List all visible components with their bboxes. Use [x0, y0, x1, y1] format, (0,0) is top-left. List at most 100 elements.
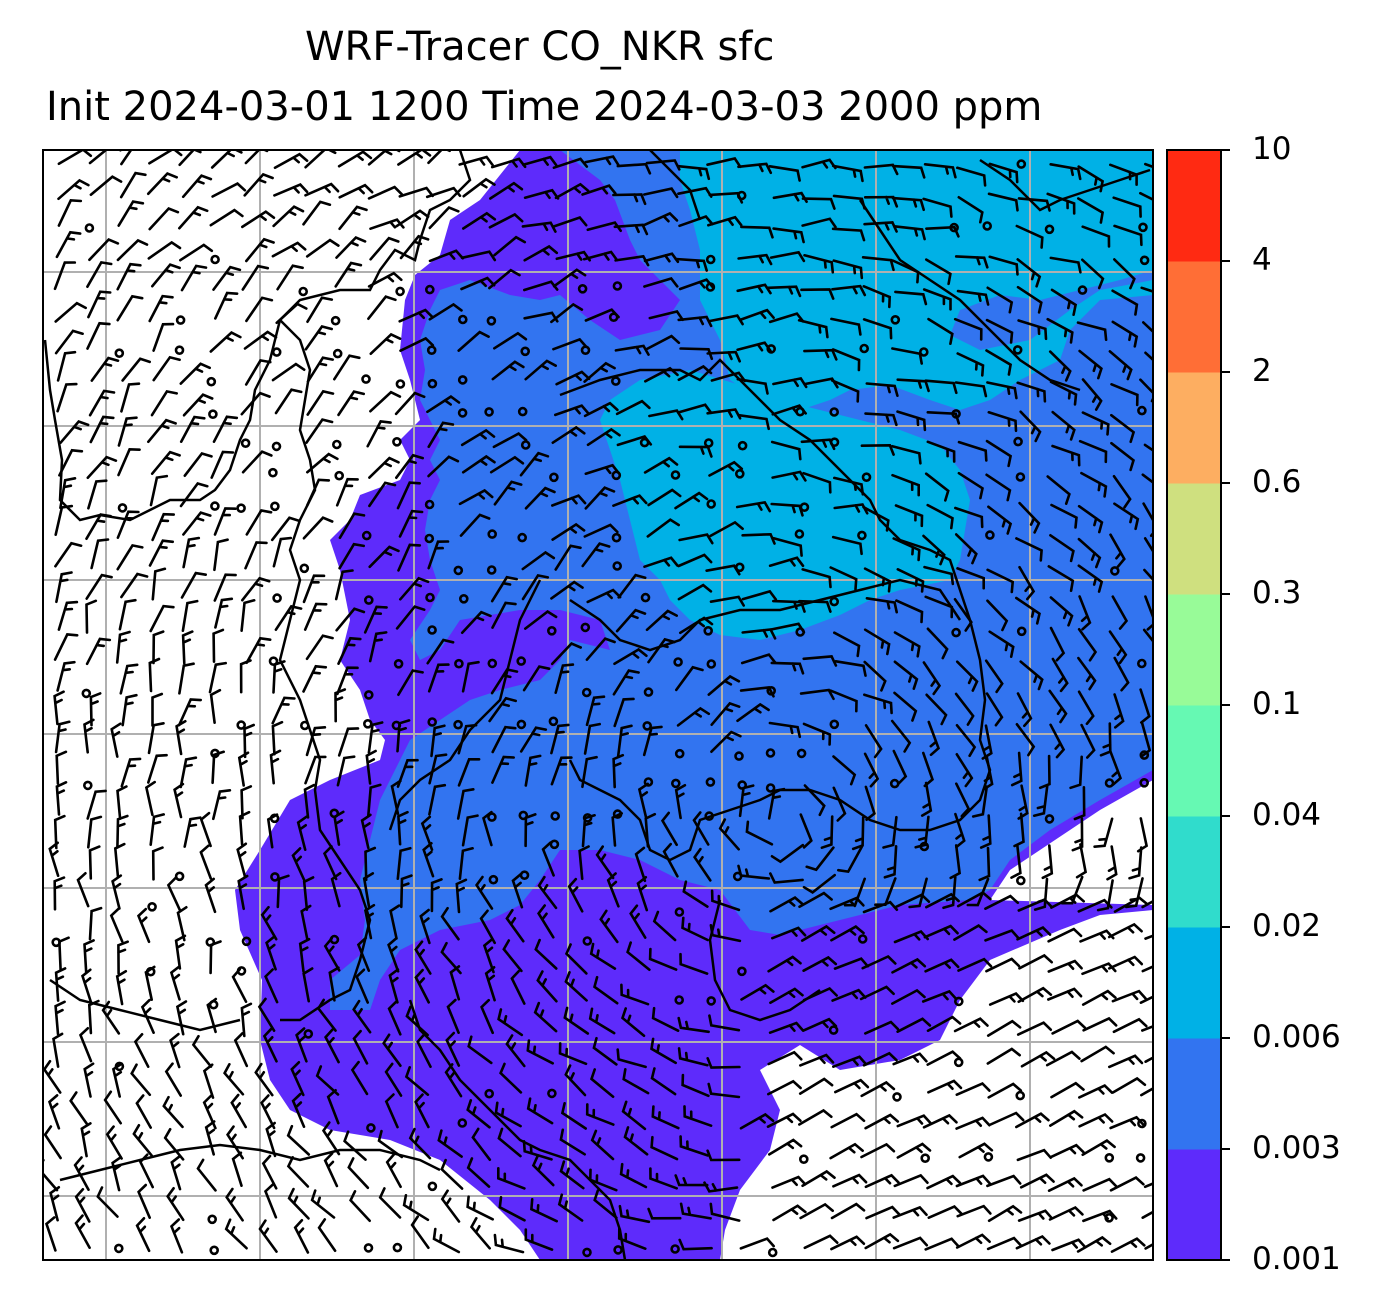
wind-barb: [59, 477, 77, 510]
wind-barb: [240, 391, 271, 416]
calm-marker: [705, 254, 716, 265]
wind-barb: [988, 992, 1025, 1006]
wind-barb: [274, 604, 303, 631]
wind-barb: [367, 271, 403, 288]
wind-barb: [892, 537, 921, 562]
wind-barb: [183, 451, 213, 477]
wind-barb: [647, 637, 676, 664]
wind-barb: [896, 410, 927, 432]
colorbar-segment: [1167, 483, 1221, 595]
calm-marker: [705, 777, 716, 787]
wind-barb: [522, 665, 551, 692]
wind-barb: [321, 1121, 341, 1156]
wind-barb: [87, 999, 100, 1035]
calm-marker: [488, 874, 499, 885]
wind-barb: [1112, 196, 1142, 218]
wind-barb: [457, 723, 478, 755]
wind-barb: [1051, 410, 1076, 441]
wind-barb: [741, 589, 778, 601]
wind-barb: [306, 452, 339, 474]
wind-barb: [956, 289, 990, 306]
wind-barb: [637, 782, 649, 819]
wind-barb: [766, 1112, 802, 1128]
wind-barb: [954, 381, 988, 398]
wind-barb: [985, 318, 1014, 344]
wind-barb: [302, 574, 326, 604]
wind-barb: [1019, 660, 1044, 691]
wind-barb: [984, 928, 1020, 942]
wind-barb: [117, 940, 129, 975]
wind-barb: [466, 1157, 491, 1188]
wind-barb: [52, 1032, 64, 1068]
wind-barb: [511, 873, 524, 909]
wind-barb: [362, 872, 375, 908]
wind-barb: [740, 653, 777, 665]
wind-barb: [802, 1017, 838, 1032]
wind-barb: [1081, 989, 1117, 1006]
wind-barb: [927, 317, 954, 345]
wind-barb: [1142, 321, 1153, 334]
wind-barb: [147, 418, 177, 444]
wind-barb: [113, 842, 126, 878]
calm-marker: [330, 315, 341, 326]
wind-barb: [521, 550, 556, 571]
wind-barb: [620, 1007, 646, 1038]
wind-barb: [176, 906, 188, 942]
wind-barb: [273, 152, 309, 170]
wind-barb: [489, 181, 524, 200]
wind-barbs: [43, 150, 1153, 1254]
wind-barb: [802, 655, 838, 667]
wind-barb: [148, 657, 161, 693]
wind-barb: [263, 1183, 278, 1219]
calm-marker: [298, 286, 309, 297]
wind-barb: [677, 164, 711, 181]
wind-barb: [275, 302, 308, 325]
wind-barb: [323, 1152, 339, 1188]
wind-barb: [645, 609, 678, 632]
calm-marker: [734, 562, 745, 573]
calm-marker: [457, 314, 468, 325]
wind-barb: [302, 967, 314, 1003]
wind-barb: [427, 421, 455, 449]
wind-barb: [922, 661, 942, 696]
wind-barb: [88, 150, 122, 165]
wind-barb: [334, 569, 354, 601]
calm-marker: [1016, 159, 1027, 169]
calm-marker: [427, 1181, 438, 1192]
wind-barb: [798, 891, 833, 909]
wind-barb: [179, 362, 211, 385]
calm-marker: [1016, 626, 1027, 637]
calm-marker: [454, 658, 464, 669]
wind-barb: [151, 692, 164, 727]
wind-barb: [426, 638, 455, 665]
wind-barb: [118, 598, 137, 631]
wind-barb: [736, 377, 769, 395]
wind-barb: [736, 283, 772, 295]
wind-barb: [955, 753, 974, 788]
wind-barb: [212, 265, 242, 291]
wind-barb: [954, 506, 984, 529]
calm-marker: [857, 934, 868, 944]
wind-barb: [44, 1216, 57, 1252]
wind-barb: [1049, 1109, 1084, 1127]
wind-barb: [581, 755, 598, 789]
wind-barb: [802, 955, 838, 972]
wind-barb: [245, 296, 274, 323]
calm-marker: [1015, 875, 1026, 886]
calm-marker: [210, 501, 220, 511]
wind-barb: [302, 200, 332, 226]
calm-marker: [486, 565, 497, 575]
wind-barb: [302, 516, 334, 540]
wind-barb: [645, 334, 681, 351]
wind-barb: [636, 875, 649, 912]
wind-barb: [986, 1174, 1022, 1188]
calm-marker: [209, 1245, 219, 1256]
calm-marker: [427, 717, 438, 727]
wind-barb: [710, 371, 747, 383]
wind-barb: [324, 1028, 340, 1064]
wind-barb: [925, 225, 960, 238]
wind-barb: [117, 200, 145, 227]
wind-barb: [1143, 537, 1153, 572]
wind-barb: [986, 1019, 1022, 1037]
wind-barb: [986, 381, 1018, 400]
